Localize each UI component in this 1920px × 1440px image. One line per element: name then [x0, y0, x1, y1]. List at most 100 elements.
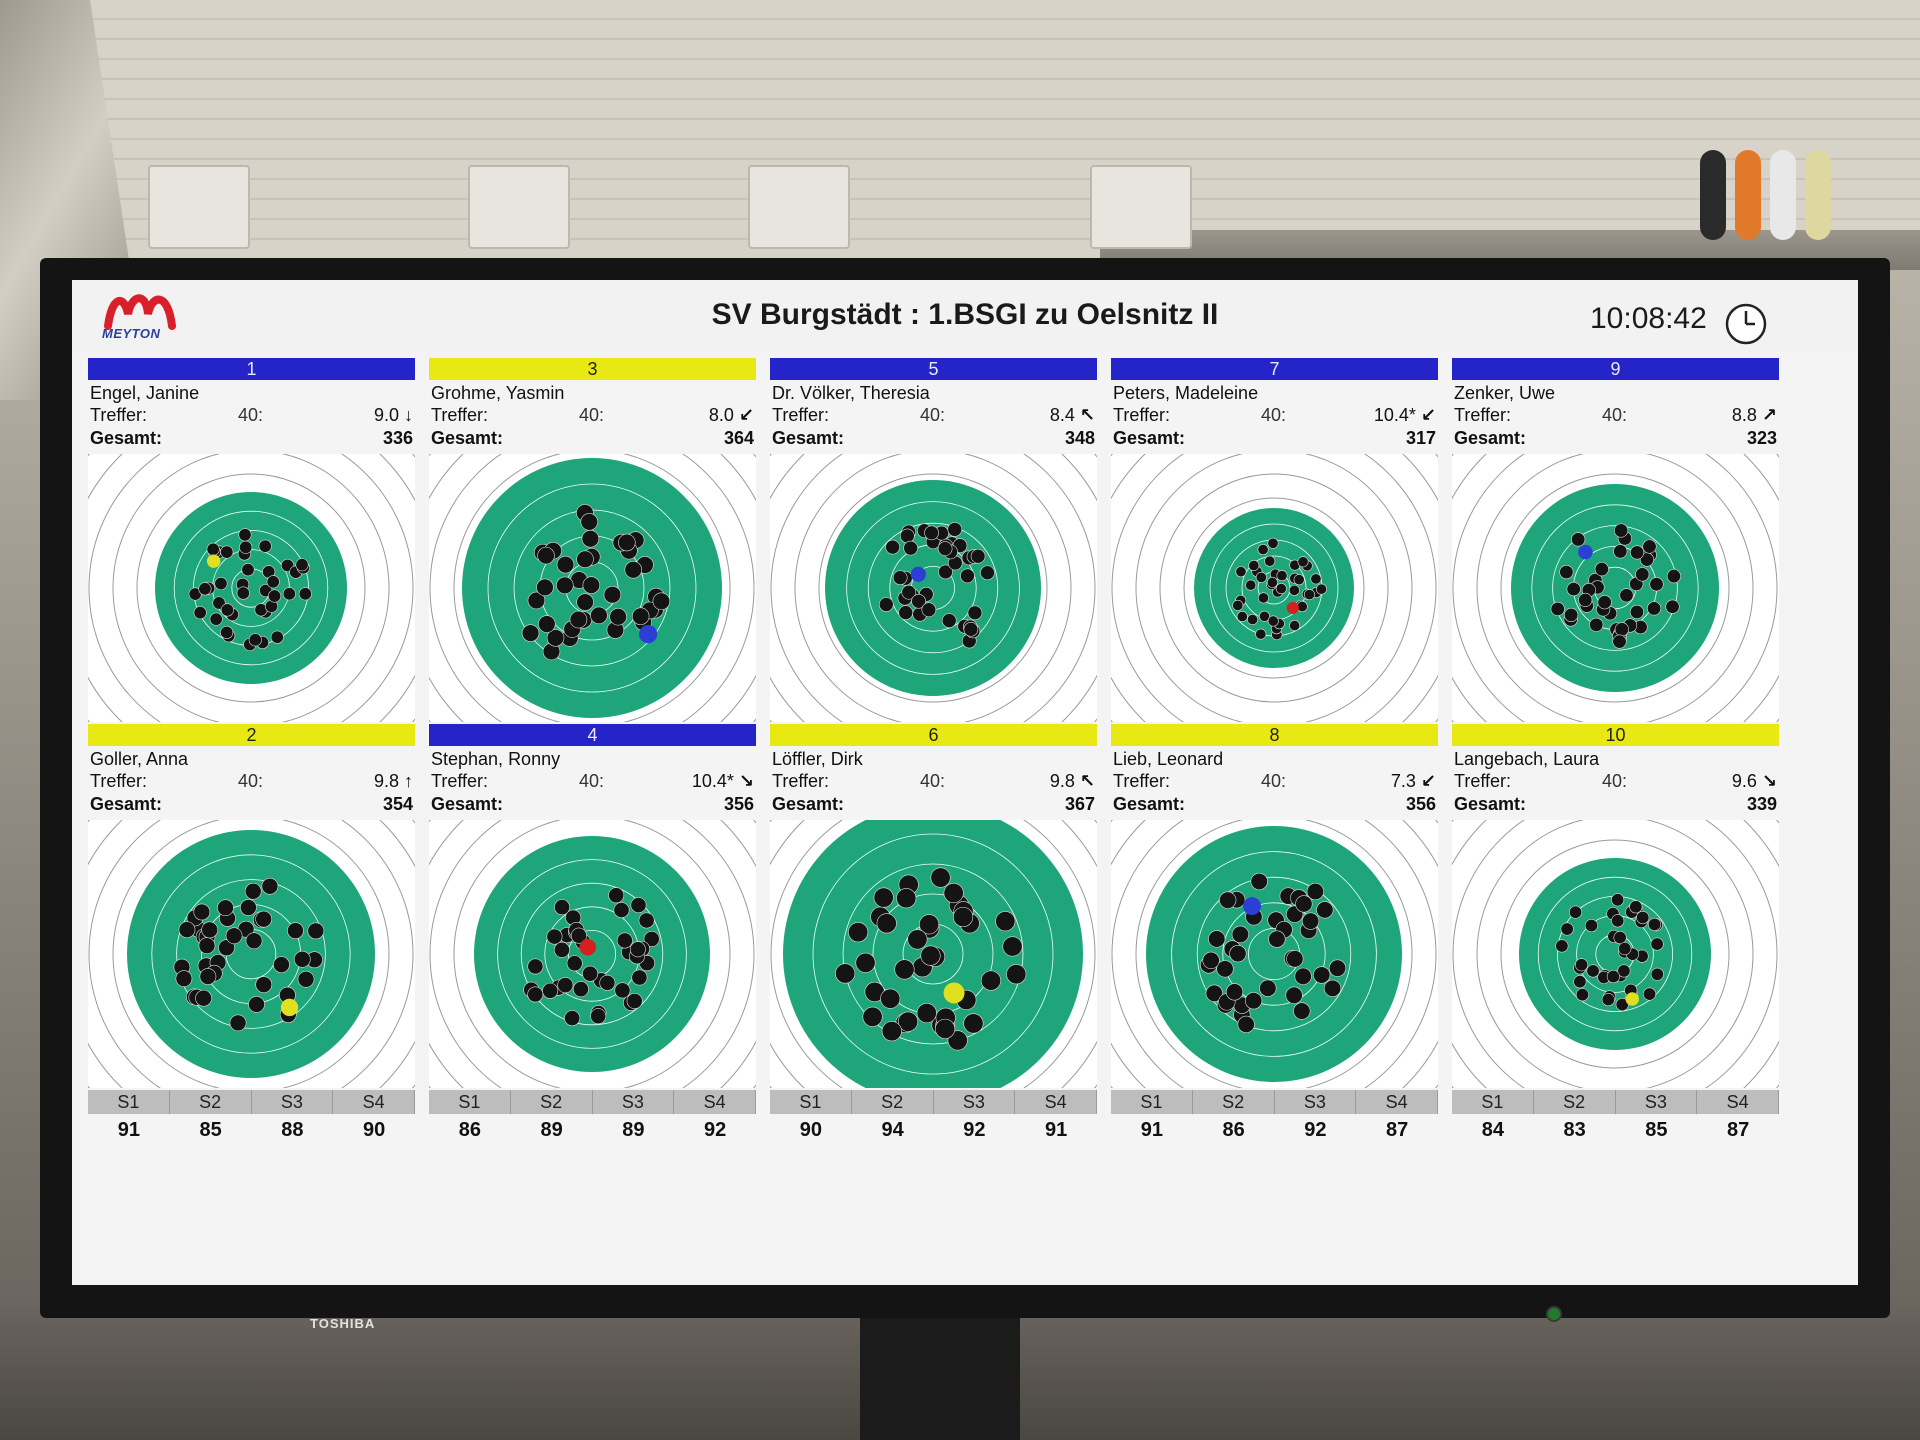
shooter-panel-lane-2: 2 Goller, Anna Treffer: 40: 9.8 ↑ Gesamt… [84, 724, 419, 1156]
series-score: 90 [799, 1119, 822, 1141]
series-label: S3 [934, 1090, 1016, 1114]
treffer-label: Treffer: [1113, 771, 1171, 791]
treffer-label: Treffer: [1454, 771, 1512, 791]
direction-arrow-icon: ↘ [1761, 771, 1777, 791]
lane-number: 4 [429, 724, 756, 746]
target-icon [1111, 820, 1438, 1088]
series-score: 91 [117, 1119, 140, 1141]
gesamt-label: Gesamt: [772, 428, 845, 448]
lane-number: 3 [429, 358, 756, 380]
series-label: S4 [333, 1090, 415, 1114]
series-values: 90 94 92 91 [770, 1116, 1097, 1144]
shot-count: 40: [920, 771, 946, 791]
direction-arrow-icon: ↖ [1079, 405, 1095, 425]
series-values: 91 85 88 90 [88, 1116, 415, 1144]
lane-number: 6 [770, 724, 1097, 746]
series-values: 91 86 92 87 [1111, 1116, 1438, 1144]
series-score: 94 [881, 1119, 904, 1141]
last-shot-value: 10.4* ↙ [1373, 405, 1436, 425]
last-shot-value: 9.6 ↘ [1731, 771, 1777, 791]
shooter-panel-lane-6: 6 Löffler, Dirk Treffer: 40: 9.8 ↖ Gesam… [766, 724, 1101, 1156]
last-shot-value: 9.8 ↖ [1049, 771, 1095, 791]
lane-number: 2 [88, 724, 415, 746]
shooter-name: Grohme, Yasmin [431, 383, 565, 403]
target-black-area [1511, 484, 1719, 692]
cable [1805, 150, 1831, 240]
target-icon [429, 454, 756, 722]
direction-arrow-icon: ↗ [1761, 405, 1777, 425]
shot-count: 40: [1261, 771, 1287, 791]
logo-text: MEYTON [102, 326, 161, 341]
series-label: S2 [170, 1090, 252, 1114]
last-shot-marker [943, 982, 965, 1004]
last-shot-marker [579, 938, 596, 956]
series-score: 84 [1481, 1119, 1504, 1141]
last-shot-value: 7.3 ↙ [1390, 771, 1436, 791]
shooter-name: Dr. Völker, Theresia [772, 383, 930, 403]
shooter-panel-lane-10: 10 Langebach, Laura Treffer: 40: 9.6 ↘ G… [1448, 724, 1783, 1156]
series-score: 92 [963, 1119, 986, 1141]
total-score: 354 [382, 794, 413, 814]
cable [1700, 150, 1726, 240]
series-label: S3 [1616, 1090, 1698, 1114]
last-shot-marker [280, 998, 299, 1017]
treffer-label: Treffer: [772, 771, 830, 791]
target-view [88, 454, 415, 722]
target-black-area [127, 830, 375, 1078]
last-shot-marker [910, 566, 926, 582]
target-view [1452, 454, 1779, 722]
total-score: 336 [382, 428, 413, 448]
total-score: 356 [1405, 794, 1436, 814]
target-icon [1111, 454, 1438, 722]
target-view [1111, 820, 1438, 1088]
tv-stand [860, 1318, 1020, 1440]
direction-arrow-icon: ↙ [1420, 405, 1436, 425]
shooter-panel-lane-5: 5 Dr. Völker, Theresia Treffer: 40: 8.4 … [766, 358, 1101, 790]
series-label: S4 [674, 1090, 756, 1114]
direction-arrow-icon: ↖ [1079, 771, 1095, 791]
shooter-name: Zenker, Uwe [1454, 383, 1556, 403]
gesamt-label: Gesamt: [1113, 794, 1186, 814]
series-label: S1 [1452, 1090, 1534, 1114]
lane-number: 10 [1452, 724, 1779, 746]
shot-count: 40: [238, 771, 264, 791]
shooter-name: Löffler, Dirk [772, 749, 863, 769]
series-score: 86 [458, 1119, 481, 1141]
power-led [1546, 1306, 1562, 1322]
direction-arrow-icon: ↙ [1420, 771, 1436, 791]
direction-arrow-icon: ↘ [738, 771, 754, 791]
last-shot-marker [639, 624, 658, 644]
direction-arrow-icon: ↓ [404, 405, 413, 425]
shooter-name: Lieb, Leonard [1113, 749, 1224, 769]
series-label: S1 [429, 1090, 511, 1114]
series-label: S3 [1275, 1090, 1357, 1114]
shot-count: 40: [579, 405, 605, 425]
ceiling [0, 0, 1920, 270]
total-score: 339 [1746, 794, 1777, 814]
page-title: SV Burgstädt : 1.BSGI zu Oelsnitz II [711, 298, 1219, 331]
last-shot-marker [1578, 544, 1593, 560]
series-score: 87 [1386, 1119, 1409, 1141]
gesamt-label: Gesamt: [431, 794, 504, 814]
series-score: 92 [1304, 1119, 1327, 1141]
shooter-panel-lane-8: 8 Lieb, Leonard Treffer: 40: 7.3 ↙ Gesam… [1107, 724, 1442, 1156]
last-shot-value: 9.8 ↑ [373, 771, 413, 791]
series-score: 87 [1727, 1119, 1750, 1141]
treffer-label: Treffer: [431, 771, 489, 791]
shooter-name: Langebach, Laura [1454, 749, 1600, 769]
gesamt-label: Gesamt: [90, 794, 163, 814]
total-score: 356 [723, 794, 754, 814]
series-label: S4 [1697, 1090, 1779, 1114]
target-icon [770, 454, 1097, 722]
target-icon [770, 820, 1097, 1088]
target-icon [1452, 820, 1779, 1088]
total-score: 367 [1064, 794, 1095, 814]
shooter-panel-lane-3: 3 Grohme, Yasmin Treffer: 40: 8.0 ↙ Gesa… [425, 358, 760, 790]
target-view [429, 454, 756, 722]
target-black-area [1146, 826, 1402, 1082]
series-score: 89 [622, 1119, 645, 1141]
